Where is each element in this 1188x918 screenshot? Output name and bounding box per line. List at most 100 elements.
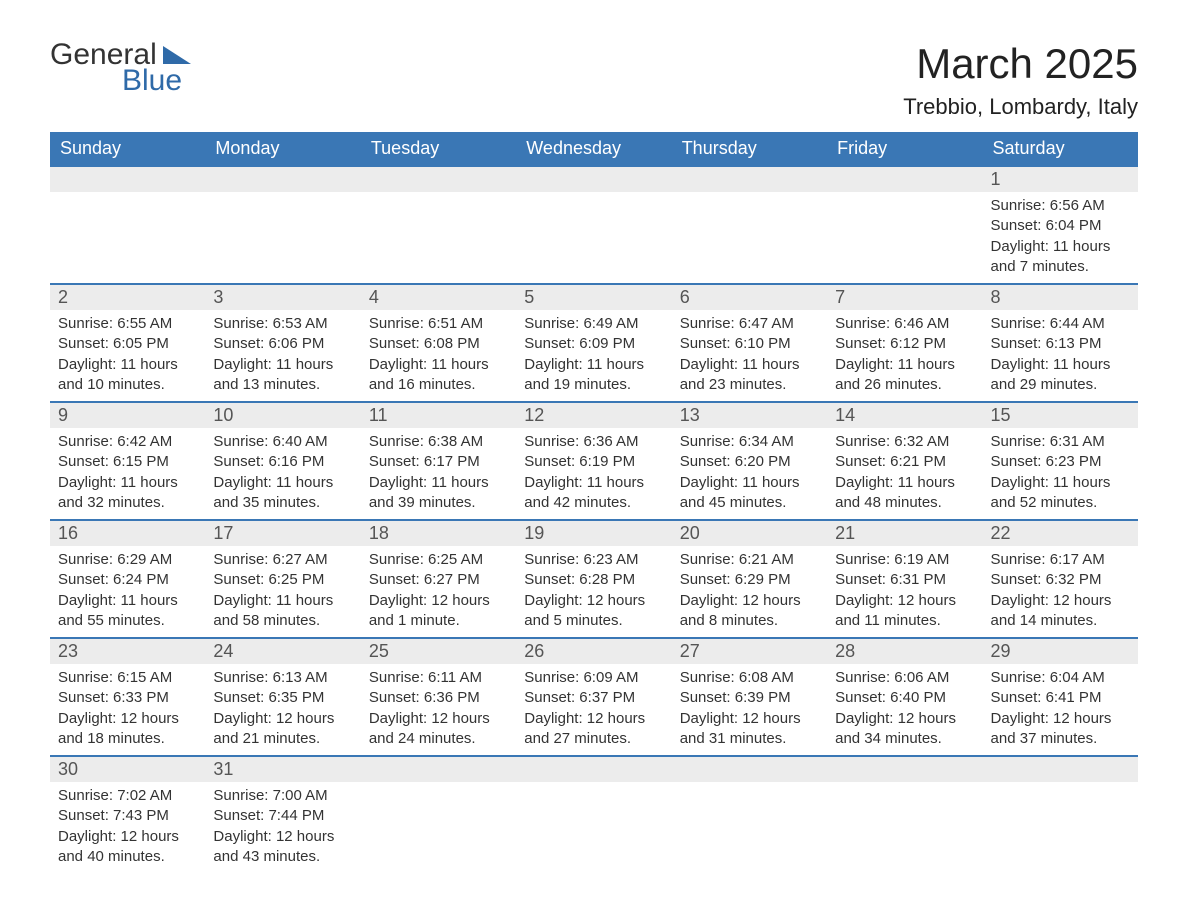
- sunset-line-value: 6:41 PM: [1041, 689, 1101, 706]
- sunset-line-value: 6:31 PM: [886, 571, 946, 588]
- daylight-line-label: Daylight:: [369, 710, 427, 727]
- day-number: 25: [361, 639, 516, 664]
- sunrise-line: Sunrise: 6:19 AM: [835, 550, 974, 570]
- sunrise-line: Sunrise: 6:53 AM: [213, 314, 352, 334]
- sunset-line-value: 6:29 PM: [731, 571, 791, 588]
- daylight-line: Daylight: 11 hours and 52 minutes.: [991, 473, 1130, 514]
- sunset-line: Sunset: 6:25 PM: [213, 570, 352, 590]
- daylight-line: Daylight: 12 hours and 21 minutes.: [213, 709, 352, 750]
- calendar-thead: SundayMondayTuesdayWednesdayThursdayFrid…: [50, 132, 1138, 166]
- day-details: Sunrise: 6:53 AMSunset: 6:06 PMDaylight:…: [205, 310, 360, 401]
- sunrise-line-label: Sunrise:: [369, 433, 424, 450]
- day-number: 7: [827, 285, 982, 310]
- day-details: Sunrise: 6:49 AMSunset: 6:09 PMDaylight:…: [516, 310, 671, 401]
- sunrise-line: Sunrise: 6:40 AM: [213, 432, 352, 452]
- daylight-line: Daylight: 12 hours and 34 minutes.: [835, 709, 974, 750]
- calendar-day-cell: 30Sunrise: 7:02 AMSunset: 7:43 PMDayligh…: [50, 756, 205, 873]
- sunset-line-label: Sunset:: [213, 571, 264, 588]
- sunset-line-value: 6:21 PM: [886, 453, 946, 470]
- sunset-line: Sunset: 6:23 PM: [991, 452, 1130, 472]
- sunset-line-value: 6:08 PM: [420, 335, 480, 352]
- day-number: 9: [50, 403, 205, 428]
- sunrise-line-label: Sunrise:: [680, 551, 735, 568]
- day-details: Sunrise: 6:23 AMSunset: 6:28 PMDaylight:…: [516, 546, 671, 637]
- day-details: [50, 192, 205, 252]
- daylight-line: Daylight: 12 hours and 5 minutes.: [524, 591, 663, 632]
- sunset-line-value: 6:35 PM: [264, 689, 324, 706]
- sunset-line-label: Sunset:: [213, 807, 264, 824]
- daylight-line-label: Daylight:: [991, 592, 1049, 609]
- sunrise-line: Sunrise: 6:51 AM: [369, 314, 508, 334]
- sunset-line-label: Sunset:: [991, 217, 1042, 234]
- sunset-line: Sunset: 6:28 PM: [524, 570, 663, 590]
- sunset-line-label: Sunset:: [991, 571, 1042, 588]
- daylight-line-label: Daylight:: [680, 474, 738, 491]
- day-number: [983, 757, 1138, 782]
- sunset-line: Sunset: 6:31 PM: [835, 570, 974, 590]
- sunrise-line-value: 6:34 AM: [735, 433, 794, 450]
- sunrise-line-value: 6:53 AM: [268, 315, 327, 332]
- sunset-line-label: Sunset:: [991, 689, 1042, 706]
- day-number: [205, 167, 360, 192]
- sunrise-line: Sunrise: 6:31 AM: [991, 432, 1130, 452]
- day-details: Sunrise: 6:27 AMSunset: 6:25 PMDaylight:…: [205, 546, 360, 637]
- day-number: 4: [361, 285, 516, 310]
- sunrise-line: Sunrise: 6:34 AM: [680, 432, 819, 452]
- day-number: 30: [50, 757, 205, 782]
- day-details: Sunrise: 6:15 AMSunset: 6:33 PMDaylight:…: [50, 664, 205, 755]
- sunset-line-label: Sunset:: [680, 453, 731, 470]
- sunset-line-value: 6:15 PM: [109, 453, 169, 470]
- weekday-header: Saturday: [983, 132, 1138, 166]
- sunset-line-label: Sunset:: [213, 335, 264, 352]
- calendar-day-cell: 8Sunrise: 6:44 AMSunset: 6:13 PMDaylight…: [983, 284, 1138, 402]
- daylight-line: Daylight: 11 hours and 55 minutes.: [58, 591, 197, 632]
- sunset-line-label: Sunset:: [213, 689, 264, 706]
- calendar-day-cell: [672, 166, 827, 284]
- daylight-line: Daylight: 12 hours and 11 minutes.: [835, 591, 974, 632]
- title-block: March 2025 Trebbio, Lombardy, Italy: [903, 40, 1138, 120]
- sunset-line-value: 6:13 PM: [1041, 335, 1101, 352]
- sunrise-line-value: 6:55 AM: [113, 315, 172, 332]
- day-number: [361, 757, 516, 782]
- daylight-line-label: Daylight:: [58, 592, 116, 609]
- daylight-line-label: Daylight:: [991, 474, 1049, 491]
- sunrise-line-value: 6:04 AM: [1046, 669, 1105, 686]
- day-details: [361, 192, 516, 252]
- sunset-line: Sunset: 7:43 PM: [58, 806, 197, 826]
- sunrise-line-label: Sunrise:: [58, 433, 113, 450]
- day-details: [516, 782, 671, 842]
- sunset-line: Sunset: 6:04 PM: [991, 216, 1130, 236]
- sunset-line-label: Sunset:: [369, 335, 420, 352]
- sunrise-line-label: Sunrise:: [58, 315, 113, 332]
- day-number: 10: [205, 403, 360, 428]
- sunset-line-label: Sunset:: [58, 807, 109, 824]
- sunset-line-value: 6:06 PM: [264, 335, 324, 352]
- calendar-day-cell: 27Sunrise: 6:08 AMSunset: 6:39 PMDayligh…: [672, 638, 827, 756]
- sunset-line-value: 6:27 PM: [420, 571, 480, 588]
- sunset-line-label: Sunset:: [835, 453, 886, 470]
- sunset-line-value: 6:10 PM: [731, 335, 791, 352]
- daylight-line: Daylight: 12 hours and 31 minutes.: [680, 709, 819, 750]
- day-details: Sunrise: 6:32 AMSunset: 6:21 PMDaylight:…: [827, 428, 982, 519]
- page-header: General Blue March 2025 Trebbio, Lombard…: [50, 40, 1138, 120]
- sunrise-line-value: 6:47 AM: [735, 315, 794, 332]
- sunrise-line-label: Sunrise:: [835, 315, 890, 332]
- sunset-line: Sunset: 6:17 PM: [369, 452, 508, 472]
- calendar-week-row: 30Sunrise: 7:02 AMSunset: 7:43 PMDayligh…: [50, 756, 1138, 873]
- sunset-line: Sunset: 6:15 PM: [58, 452, 197, 472]
- sunrise-line-label: Sunrise:: [835, 669, 890, 686]
- daylight-line-label: Daylight:: [991, 356, 1049, 373]
- day-number: 26: [516, 639, 671, 664]
- sunrise-line: Sunrise: 6:38 AM: [369, 432, 508, 452]
- sunrise-line-label: Sunrise:: [369, 669, 424, 686]
- sunrise-line: Sunrise: 6:44 AM: [991, 314, 1130, 334]
- sunrise-line-value: 6:27 AM: [268, 551, 327, 568]
- sunrise-line: Sunrise: 6:06 AM: [835, 668, 974, 688]
- day-details: Sunrise: 6:19 AMSunset: 6:31 PMDaylight:…: [827, 546, 982, 637]
- sunrise-line: Sunrise: 6:13 AM: [213, 668, 352, 688]
- weekday-header: Monday: [205, 132, 360, 166]
- daylight-line: Daylight: 11 hours and 10 minutes.: [58, 355, 197, 396]
- sunset-line-value: 6:17 PM: [420, 453, 480, 470]
- sunrise-line: Sunrise: 6:27 AM: [213, 550, 352, 570]
- sunset-line-label: Sunset:: [835, 571, 886, 588]
